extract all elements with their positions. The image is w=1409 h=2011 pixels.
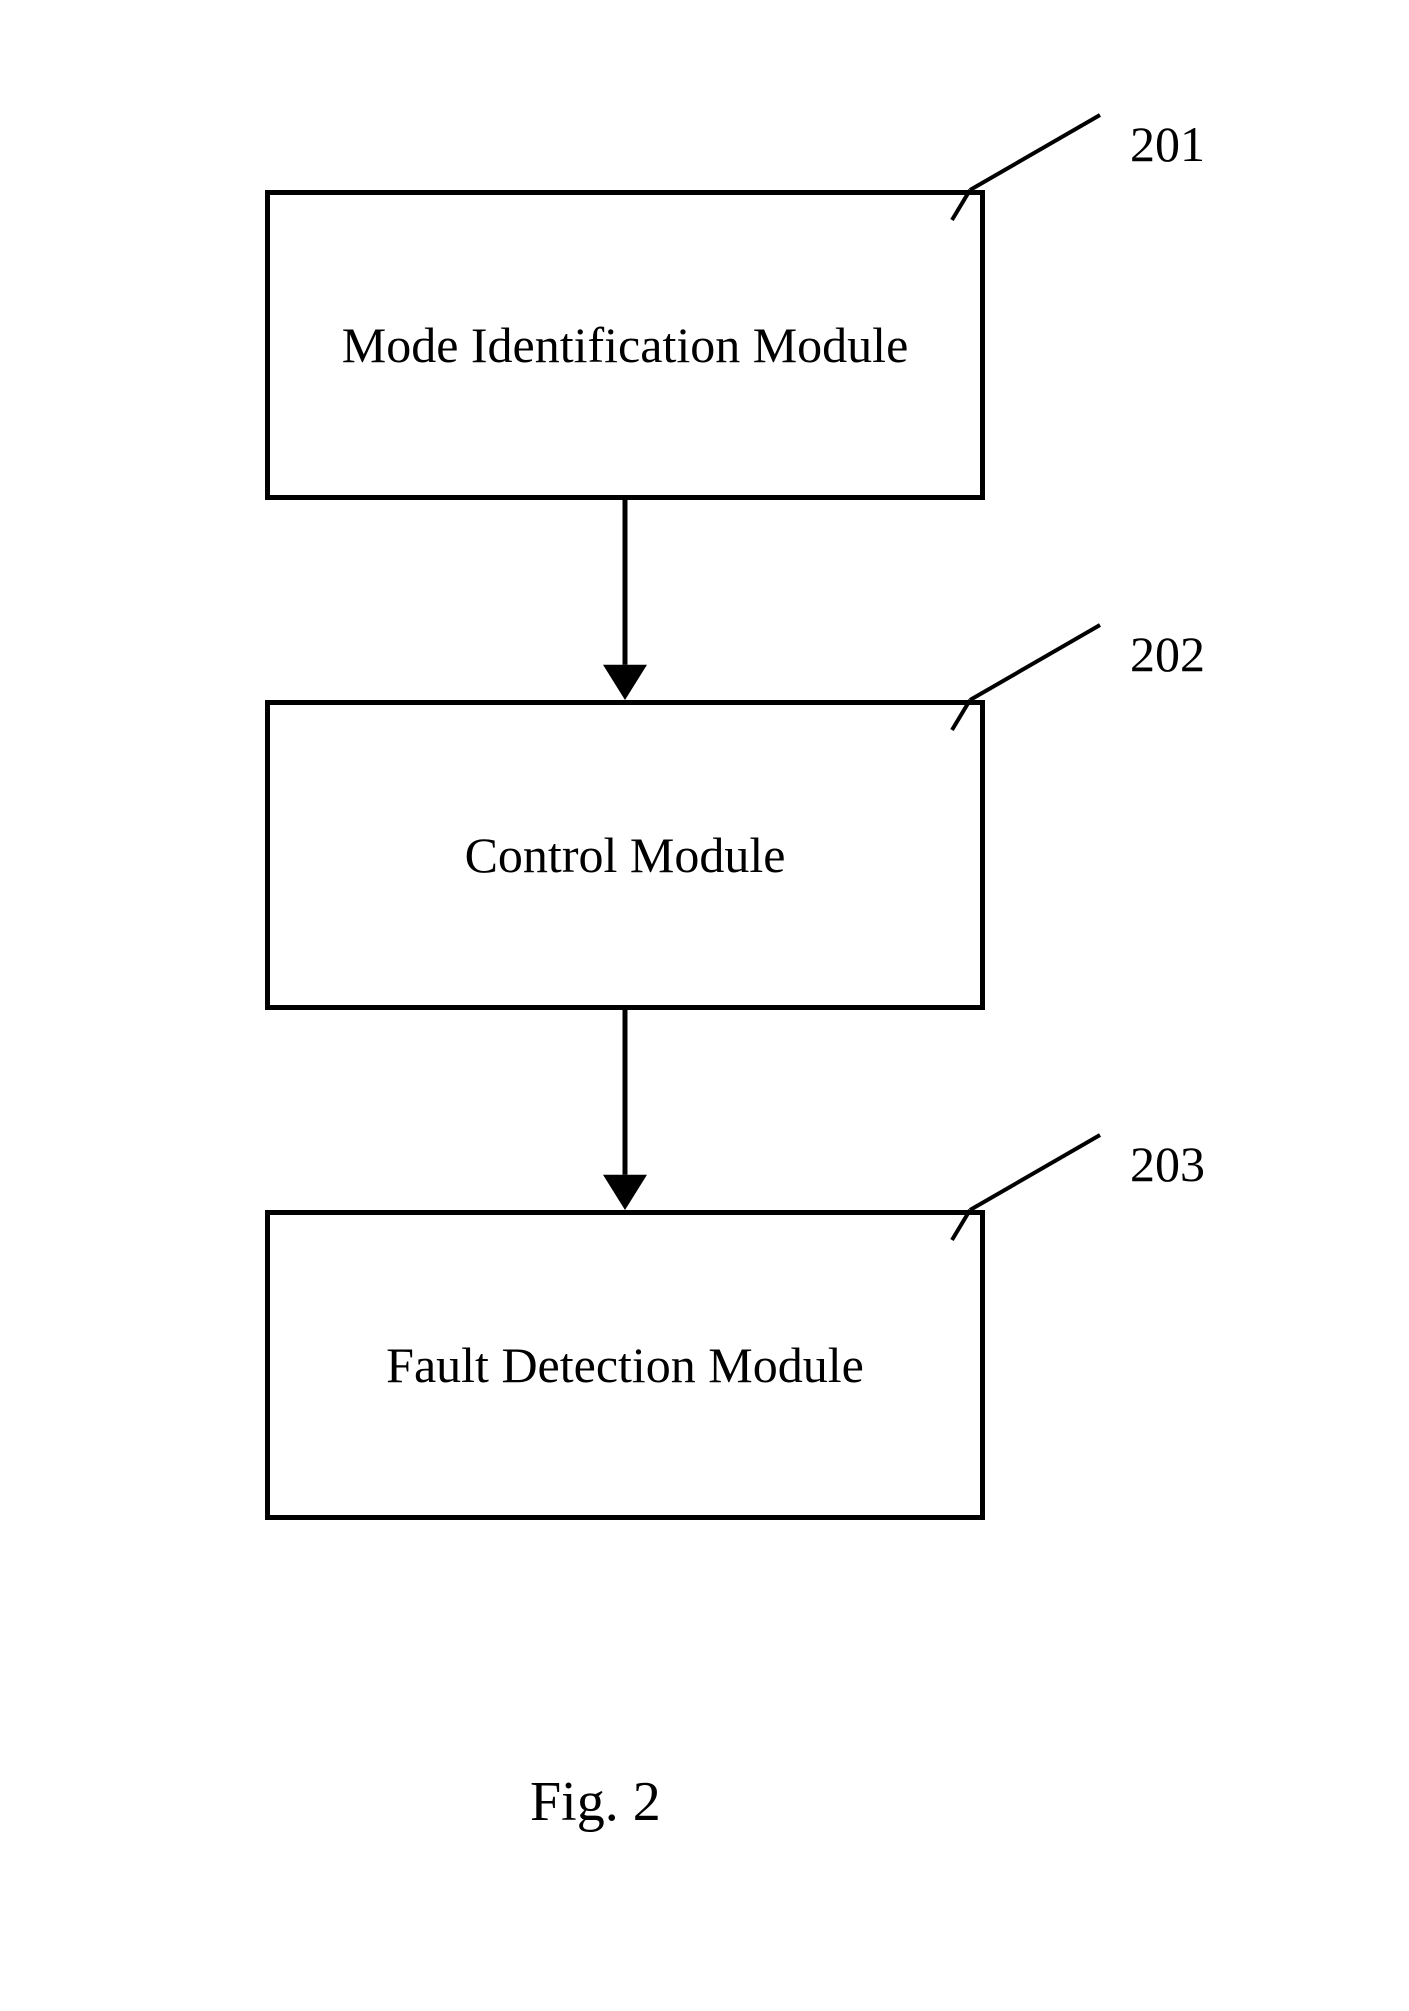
node-control-module: Control Module xyxy=(265,700,985,1010)
node-label: Control Module xyxy=(465,828,786,883)
diagram-canvas: Mode Identification Module 201 Control M… xyxy=(0,0,1409,2011)
reference-number: 201 xyxy=(1130,115,1205,173)
node-mode-identification: Mode Identification Module xyxy=(265,190,985,500)
node-label: Mode Identification Module xyxy=(342,318,909,373)
node-label: Fault Detection Module xyxy=(386,1338,864,1393)
reference-number: 202 xyxy=(1130,625,1205,683)
reference-number: 203 xyxy=(1130,1135,1205,1193)
figure-caption: Fig. 2 xyxy=(530,1770,661,1834)
node-fault-detection: Fault Detection Module xyxy=(265,1210,985,1520)
